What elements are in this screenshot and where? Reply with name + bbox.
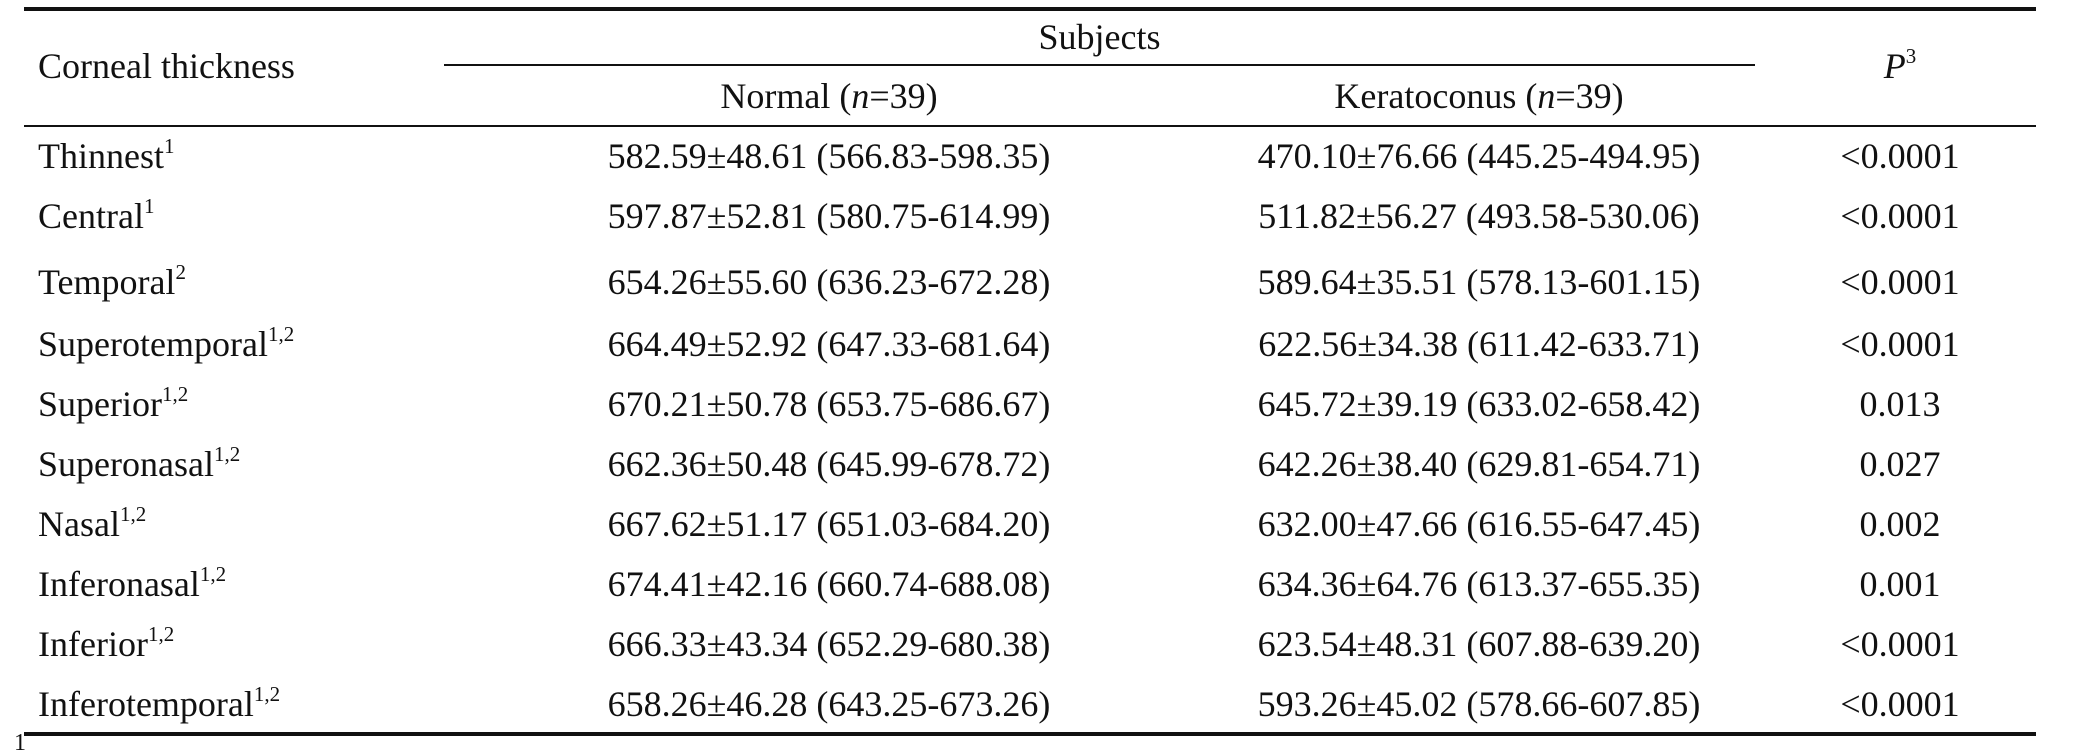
table-row: Superotemporal1,2 664.49±52.92 (647.33-68… — [24, 322, 2036, 378]
row-label: Superonasal1,2 — [38, 442, 240, 486]
subjects-span-rule — [444, 64, 1755, 66]
table-row: Superior1,2 670.21±50.78 (653.75-686.67) 6… — [24, 382, 2036, 438]
row-label-text: Inferotemporal — [38, 684, 254, 724]
cell-p-value: <0.0001 — [1840, 624, 1960, 664]
header-p-letter: P — [1883, 46, 1906, 86]
cell-p-value: 0.002 — [1859, 504, 1941, 544]
cell-normal: 670.21±50.78 (653.75-686.67) — [607, 384, 1051, 424]
cell-keratoconus: 642.26±38.40 (629.81-654.71) — [1257, 444, 1701, 484]
row-label-text: Temporal — [38, 262, 176, 302]
row-label: Central1 — [38, 194, 154, 238]
header-p-footnote: 3 — [1905, 44, 1917, 68]
row-label: Inferonasal1,2 — [38, 562, 226, 606]
cell-keratoconus: 470.10±76.66 (445.25-494.95) — [1257, 136, 1701, 176]
cell-normal: 597.87±52.81 (580.75-614.99) — [607, 196, 1051, 236]
row-label-footnote: 1,2 — [267, 322, 295, 346]
cell-p-value: 0.001 — [1859, 564, 1941, 604]
cell-normal: 582.59±48.61 (566.83-598.35) — [607, 136, 1051, 176]
row-label-footnote: 1 — [163, 134, 175, 158]
row-label-text: Inferior — [38, 624, 148, 664]
cell-keratoconus: 589.64±35.51 (578.13-601.15) — [1257, 262, 1701, 302]
row-label: Nasal1,2 — [38, 502, 146, 546]
row-label: Inferotemporal1,2 — [38, 682, 280, 726]
table-row: Inferior1,2 666.33±43.34 (652.29-680.38) 6… — [24, 622, 2036, 678]
cell-normal: 667.62±51.17 (651.03-684.20) — [607, 504, 1051, 544]
header-kera-text: Keratoconus ( — [1334, 76, 1538, 116]
row-label-footnote: 2 — [175, 260, 186, 284]
row-label-footnote: 1,2 — [161, 382, 189, 406]
cell-p-value: <0.0001 — [1840, 324, 1960, 364]
row-label-footnote: 1,2 — [147, 622, 175, 646]
header-kera-count: =39) — [1555, 76, 1624, 116]
header-bottom-rule — [24, 125, 2036, 127]
row-label-footnote: 1 — [143, 194, 155, 218]
corneal-thickness-table: Corneal thickness Subjects P3 Normal (n=… — [24, 0, 2036, 745]
header-normal: Normal (n=39) — [559, 74, 1099, 118]
table-row: Central1 597.87±52.81 (580.75-614.99) 511.… — [24, 194, 2036, 250]
cell-keratoconus: 593.26±45.02 (578.66-607.85) — [1257, 684, 1701, 724]
cell-p-value: <0.0001 — [1840, 196, 1960, 236]
table-row: Temporal2 654.26±55.60 (636.23-672.28) 589… — [24, 260, 2036, 316]
table-row: Inferonasal1,2 674.41±42.16 (660.74-688.0… — [24, 562, 2036, 618]
row-label-text: Thinnest — [38, 136, 164, 176]
row-label-footnote: 1,2 — [253, 682, 281, 706]
bottom-rule — [24, 732, 2036, 736]
row-label-footnote: 1,2 — [119, 502, 147, 526]
cell-keratoconus: 645.72±39.19 (633.02-658.42) — [1257, 384, 1701, 424]
header-normal-n: n — [851, 76, 870, 116]
row-label-footnote: 1,2 — [213, 442, 241, 466]
row-label-text: Superior — [38, 384, 162, 424]
cell-keratoconus: 623.54±48.31 (607.88-639.20) — [1257, 624, 1701, 664]
table-row: Inferotemporal1,2 658.26±46.28 (643.25-67… — [24, 682, 2036, 738]
row-label-footnote: 1,2 — [199, 562, 227, 586]
header-p-value: P3 — [1764, 44, 2036, 88]
row-label-text: Superonasal — [38, 444, 214, 484]
cell-normal: 664.49±52.92 (647.33-681.64) — [607, 324, 1051, 364]
row-label-text: Superotemporal — [38, 324, 268, 364]
row-label: Inferior1,2 — [38, 622, 174, 666]
cell-keratoconus: 632.00±47.66 (616.55-647.45) — [1257, 504, 1701, 544]
table-row: Thinnest1 582.59±48.61 (566.83-598.35) 470… — [24, 134, 2036, 190]
cell-normal: 662.36±50.48 (645.99-678.72) — [607, 444, 1051, 484]
header-corneal-thickness: Corneal thickness — [38, 46, 295, 86]
cell-p-value: 0.013 — [1859, 384, 1941, 424]
cell-normal: 654.26±55.60 (636.23-672.28) — [607, 262, 1051, 302]
row-label: Superotemporal1,2 — [38, 322, 294, 366]
header-kera-n: n — [1537, 76, 1556, 116]
row-label-text: Central — [38, 196, 144, 236]
cell-p-value: <0.0001 — [1840, 262, 1960, 302]
header-keratoconus: Keratoconus (n=39) — [1204, 74, 1754, 118]
cell-p-value: 0.027 — [1859, 444, 1941, 484]
row-label-text: Inferonasal — [38, 564, 200, 604]
row-label: Superior1,2 — [38, 382, 188, 426]
cell-keratoconus: 634.36±64.76 (613.37-655.35) — [1257, 564, 1701, 604]
cell-p-value: <0.0001 — [1840, 136, 1960, 176]
header-subjects: Subjects — [1038, 17, 1161, 57]
row-label: Temporal2 — [38, 260, 186, 304]
cell-p-value: <0.0001 — [1840, 684, 1960, 724]
cell-normal: 658.26±46.28 (643.25-673.26) — [607, 684, 1051, 724]
cell-keratoconus: 511.82±56.27 (493.58-530.06) — [1258, 196, 1700, 236]
table-row: Superonasal1,2 662.36±50.48 (645.99-678.7… — [24, 442, 2036, 498]
header-normal-text: Normal ( — [720, 76, 852, 116]
header-normal-count: =39) — [869, 76, 938, 116]
cell-keratoconus: 622.56±34.38 (611.42-633.71) — [1258, 324, 1700, 364]
cell-normal: 666.33±43.34 (652.29-680.38) — [607, 624, 1051, 664]
cell-normal: 674.41±42.16 (660.74-688.08) — [607, 564, 1051, 604]
row-label-text: Nasal — [38, 504, 120, 544]
footnote-fragment: 1 — [14, 730, 26, 756]
table-row: Nasal1,2 667.62±51.17 (651.03-684.20) 632.… — [24, 502, 2036, 558]
row-label: Thinnest1 — [38, 134, 174, 178]
top-rule — [24, 7, 2036, 11]
